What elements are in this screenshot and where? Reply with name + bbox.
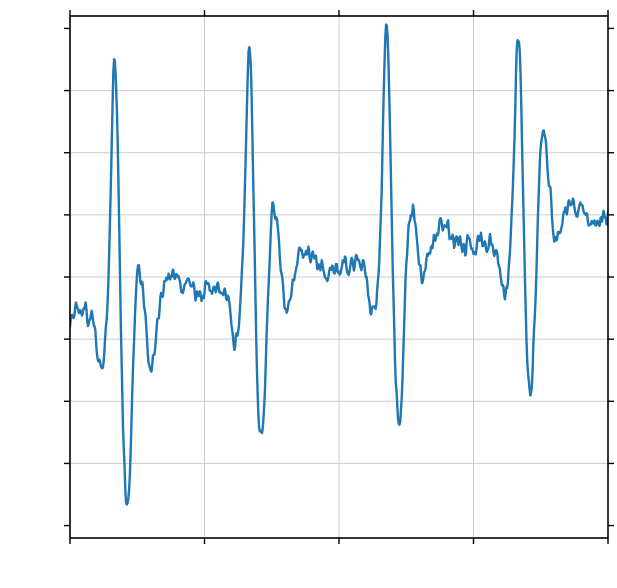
chart-svg (0, 0, 617, 588)
line-chart (0, 0, 617, 588)
